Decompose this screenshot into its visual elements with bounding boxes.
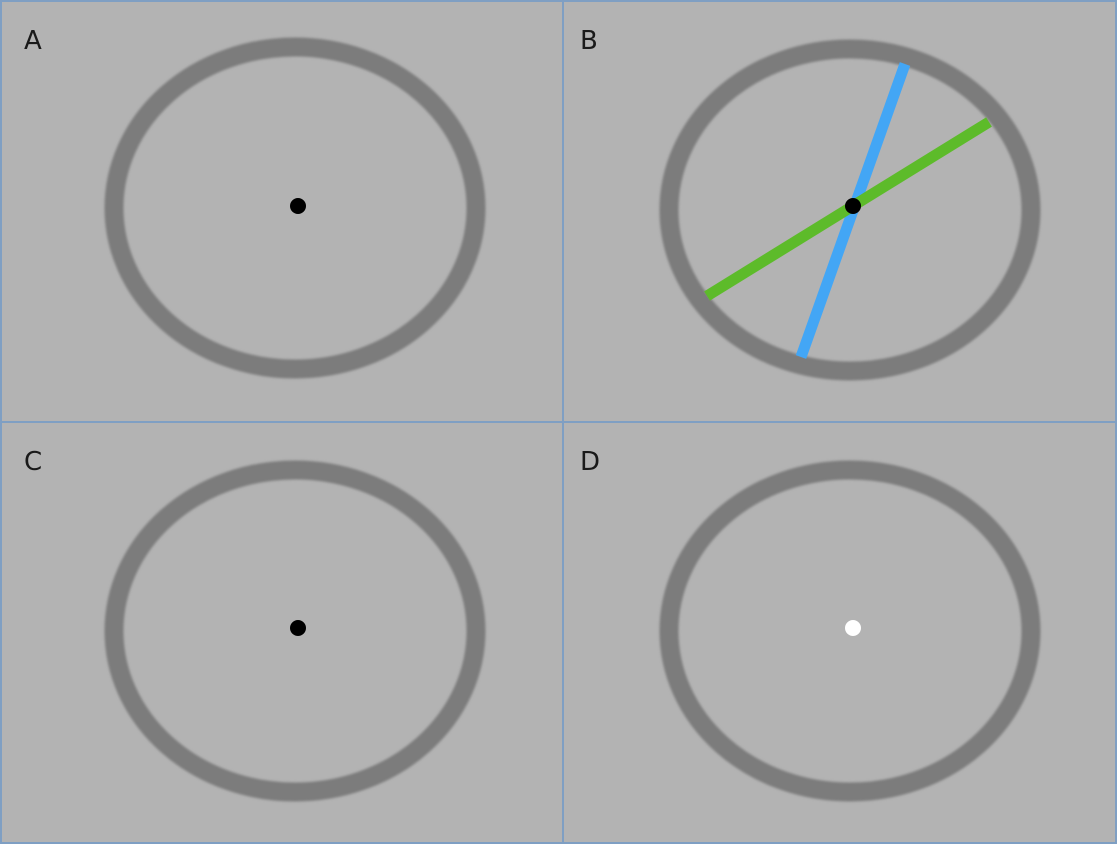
panel-d: D (580, 447, 1041, 802)
panel-c-ring (104, 460, 486, 802)
panel-b-fixation-dot (845, 198, 861, 214)
panel-b: B (580, 26, 1041, 381)
panel-d-label: D (580, 447, 600, 477)
panel-a-ring (104, 37, 486, 379)
panel-a-label: A (24, 26, 42, 56)
panel-d-ring (659, 460, 1041, 802)
panel-c-label: C (24, 447, 42, 477)
panel-b-label: B (580, 26, 598, 56)
panel-a: A (24, 26, 486, 379)
panel-c: C (24, 447, 486, 802)
panel-d-fixation-dot (845, 620, 861, 636)
panel-c-fixation-dot (290, 620, 306, 636)
panel-b-ring (659, 39, 1041, 381)
panel-a-fixation-dot (290, 198, 306, 214)
